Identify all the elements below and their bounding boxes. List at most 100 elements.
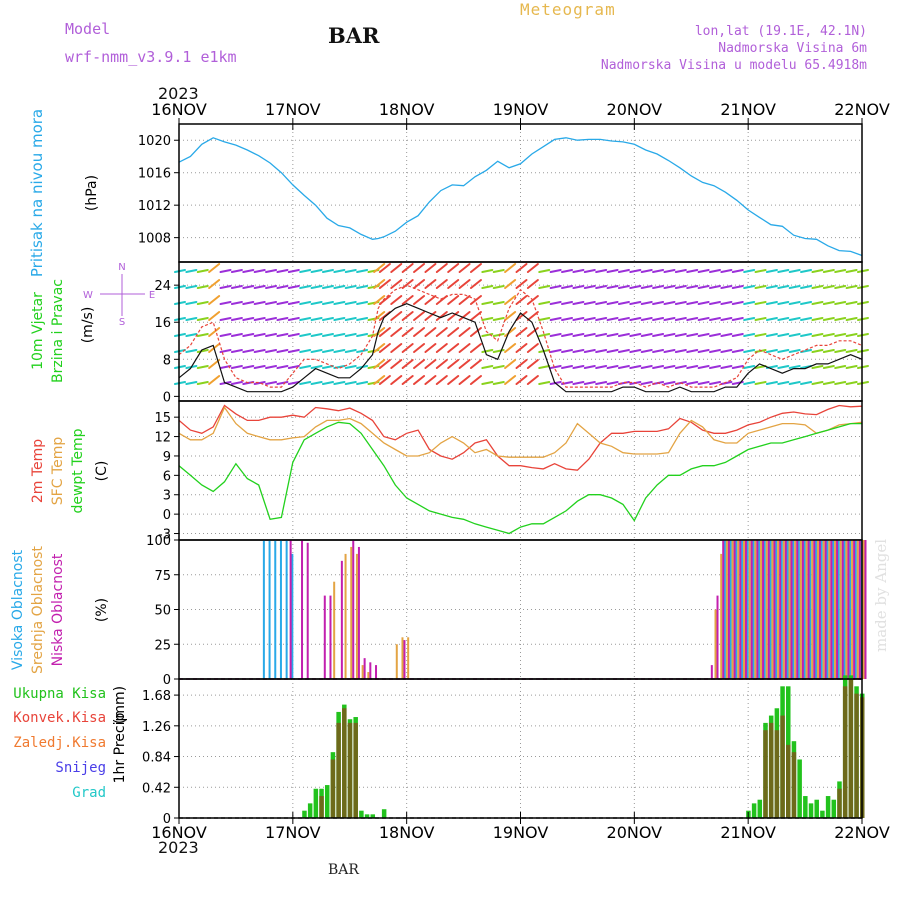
wind-arrow xyxy=(526,359,539,369)
cloud-bar xyxy=(822,540,825,679)
x-tick-label-top: 16NOV xyxy=(151,100,207,119)
wind-arrow xyxy=(674,317,687,321)
wind-arrow xyxy=(208,311,221,321)
wind-arrow xyxy=(686,381,699,385)
cloud-bar xyxy=(836,540,839,679)
cloud-bar xyxy=(395,644,398,679)
temp-axis-label-0: 2m Temp xyxy=(30,439,46,503)
wind-arrow xyxy=(373,343,386,353)
wind-arrow xyxy=(481,365,494,369)
wind-arrow xyxy=(709,381,722,385)
wind-arrow xyxy=(458,295,471,305)
wind-arrow xyxy=(834,269,847,273)
y-tick-label: 3 xyxy=(163,489,171,504)
wind-arrow xyxy=(424,327,437,337)
wind-arrow xyxy=(401,375,414,385)
wind-arrow xyxy=(242,285,255,289)
wind-arrow xyxy=(492,301,505,305)
precip-bar-convective xyxy=(842,686,848,818)
credit-text: made by Angel xyxy=(872,539,890,652)
precip-bar-total xyxy=(302,810,307,818)
wind-arrow xyxy=(424,295,437,305)
cloud-bar xyxy=(851,540,854,679)
series-line-2m-temp xyxy=(178,404,863,471)
precip-bar-total xyxy=(820,810,825,818)
wind-arrow xyxy=(276,301,289,305)
wind-arrow xyxy=(549,285,562,289)
wind-arrow xyxy=(640,333,653,337)
wind-arrow xyxy=(674,269,687,273)
wind-arrow xyxy=(640,317,653,321)
wind-arrow xyxy=(697,269,710,273)
cloud-bar xyxy=(750,540,753,679)
wind-gust-line xyxy=(178,284,863,388)
wind-arrow xyxy=(629,285,642,289)
wind-arrow xyxy=(265,301,278,305)
wind-arrow xyxy=(686,301,699,305)
wind-arrow xyxy=(800,269,813,273)
cloud-bar xyxy=(839,540,842,679)
cloud-bar xyxy=(268,540,271,679)
wind-arrow xyxy=(390,295,403,305)
wind-arrow xyxy=(652,285,665,289)
wind-arrow xyxy=(310,269,323,273)
wind-arrow xyxy=(857,317,869,321)
cloud-bar xyxy=(845,540,848,679)
wind-arrow xyxy=(504,327,517,337)
wind-arrow xyxy=(617,333,630,337)
wind-arrow xyxy=(196,301,209,305)
cloud-unit: (%) xyxy=(94,598,110,622)
wind-arrow xyxy=(344,285,357,289)
wind-arrow xyxy=(572,381,585,385)
wind-arrow xyxy=(401,295,414,305)
cloud-bar xyxy=(758,540,761,679)
wind-arrow xyxy=(413,279,426,289)
wind-arrow xyxy=(435,263,448,273)
wind-arrow xyxy=(390,327,403,337)
cloud-bar xyxy=(834,540,837,679)
cloud-bar xyxy=(771,540,774,679)
wind-arrow xyxy=(538,269,551,273)
wind-arrow xyxy=(333,301,346,305)
cloud-bar xyxy=(754,540,757,679)
y-tick-label: 9 xyxy=(163,450,171,465)
wind-arrow xyxy=(731,365,744,369)
wind-arrow xyxy=(754,285,767,289)
wind-arrow xyxy=(811,285,824,289)
wind-arrow xyxy=(811,381,824,385)
wind-arrow xyxy=(709,301,722,305)
y-tick-label: 75 xyxy=(154,569,171,584)
wind-arrow xyxy=(549,301,562,305)
wind-arrow xyxy=(219,285,232,289)
wind-arrow xyxy=(504,343,517,353)
cloud-bar xyxy=(361,665,364,679)
cloud-bar xyxy=(733,540,736,679)
wind-arrow xyxy=(697,333,710,337)
wind-arrow xyxy=(697,349,710,353)
precip-bar-convective xyxy=(780,715,785,818)
wind-arrow xyxy=(572,333,585,337)
cloud-bar xyxy=(723,540,726,679)
cloud-bar xyxy=(801,540,804,679)
wind-arrow xyxy=(230,317,243,321)
cloud-bar xyxy=(731,540,734,679)
wind-arrow xyxy=(777,317,790,321)
cloud-bar xyxy=(862,540,865,679)
wind-arrow xyxy=(378,263,391,273)
wind-arrow xyxy=(526,375,539,385)
wind-arrow xyxy=(765,317,778,321)
wind-arrow xyxy=(686,317,699,321)
y-tick-label: 50 xyxy=(154,604,171,619)
cloud-bar xyxy=(775,540,778,679)
wind-arrow xyxy=(321,349,334,353)
wind-arrow xyxy=(743,365,756,369)
y-tick-label: 6 xyxy=(163,469,171,484)
wind-arrow xyxy=(310,381,323,385)
y-tick-label: 1020 xyxy=(138,134,171,149)
wind-arrow xyxy=(674,349,687,353)
cloud-bar xyxy=(856,540,859,679)
y-tick-label: 1.26 xyxy=(142,720,171,735)
y-tick-label: 1012 xyxy=(138,199,171,214)
wind-arrow xyxy=(276,317,289,321)
wind-arrow xyxy=(822,333,835,337)
